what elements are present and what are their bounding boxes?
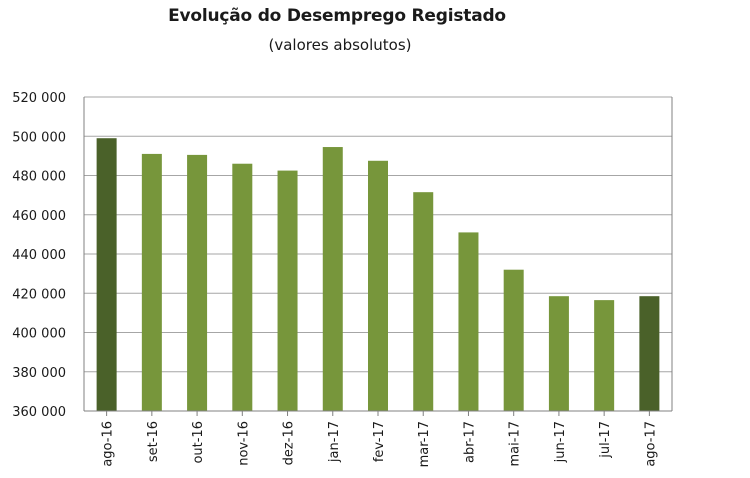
y-tick-labels: 360 000 380 000 400 000 420 000 440 000 460 0…	[12, 91, 66, 420]
x-tick-label-ago-16: ago-16	[101, 421, 116, 467]
bar-set-16	[141, 153, 162, 411]
bars	[96, 138, 660, 412]
bar-mai-17	[503, 269, 524, 411]
bar-ago-17	[639, 296, 660, 411]
y-tick-label: 500 000	[12, 130, 66, 145]
x-tick-label-abr-17: abr-17	[462, 421, 477, 463]
y-tick-label: 400 000	[12, 327, 66, 342]
bar-mar-17	[413, 192, 434, 411]
bar-fev-17	[368, 160, 388, 411]
y-tick-label: 440 000	[12, 248, 66, 263]
x-tick-label-fev-17: fev-17	[372, 421, 387, 462]
y-tick-label: 520 000	[12, 91, 66, 106]
bar-out-16	[187, 154, 208, 411]
y-tick-label: 420 000	[12, 287, 66, 302]
bar-jun-17	[548, 296, 569, 411]
x-tick-label-jan-17: jan-17	[327, 421, 342, 463]
x-tick-label-out-16: out-16	[191, 421, 206, 464]
y-tick-label: 460 000	[12, 209, 66, 224]
bar-dez-16	[277, 170, 298, 411]
x-tick-label-ago-17: ago-17	[643, 421, 658, 467]
bar-jul-17	[594, 300, 615, 411]
y-tick-label: 380 000	[12, 366, 66, 381]
x-tick-label-jul-17: jul-17	[598, 421, 613, 459]
y-tick-label: 360 000	[12, 405, 66, 420]
y-tick-label: 480 000	[12, 170, 66, 185]
chart-title: Evolução do Desemprego Registado	[168, 6, 506, 26]
axes	[83, 97, 673, 416]
x-tick-label-mar-17: mar-17	[417, 421, 432, 467]
bar-jan-17	[322, 147, 343, 412]
x-tick-label-mai-17: mai-17	[508, 421, 523, 466]
bar-nov-16	[232, 163, 253, 411]
x-tick-label-dez-16: dez-16	[282, 421, 297, 465]
x-tick-label-set-16: set-16	[146, 421, 161, 462]
x-tick-label-jun-17: jun-17	[553, 421, 568, 463]
x-tick-label-nov-16: nov-16	[236, 421, 251, 466]
bar-abr-17	[458, 232, 479, 411]
bar-ago-16	[96, 138, 117, 411]
x-tick-labels: ago-16 set-16 out-16 nov-16 dez-16 jan-17 fev-…	[101, 421, 659, 467]
chart-subtitle: (valores absolutos)	[268, 36, 412, 54]
